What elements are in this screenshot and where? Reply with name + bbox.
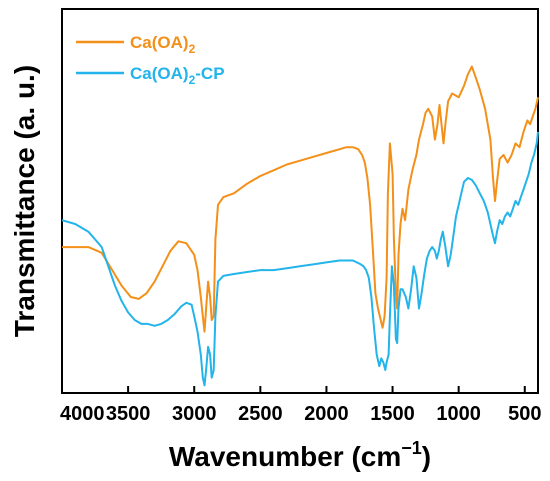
y-axis-label: Transmittance (a. u.): [9, 65, 40, 337]
plot-frame: [61, 8, 539, 394]
x-axis-label-main: Wavenumber (cm: [169, 441, 401, 472]
x-axis-label-tail: ): [422, 441, 431, 472]
legend-label-series-2-sub: 2: [189, 73, 196, 87]
legend-label-series-1-sub: 2: [189, 42, 196, 56]
legend-label-series-2-main: Ca(OA): [130, 64, 189, 83]
x-axis-label-sup: −1: [401, 438, 422, 458]
x-axis-ticks: 4000 3500 3000 2500 2000 1500 1000 500: [60, 386, 541, 425]
x-tick-label: 3500: [106, 403, 151, 425]
series-lines: [61, 65, 539, 387]
legend: Ca(OA)2 Ca(OA)2-CP: [76, 33, 225, 87]
series-line-1: [62, 65, 539, 333]
legend-label-series-1: Ca(OA)2: [130, 33, 196, 56]
x-tick-label: 4000: [60, 403, 105, 425]
x-tick-label: 3000: [172, 403, 217, 425]
legend-label-series-2: Ca(OA)2-CP: [130, 64, 225, 87]
x-axis-label: Wavenumber (cm−1): [169, 438, 431, 472]
x-tick-label: 2500: [238, 403, 283, 425]
legend-label-series-2-tail: -CP: [195, 64, 224, 83]
x-tick-label: 1500: [370, 403, 415, 425]
x-tick-label: 1000: [436, 403, 481, 425]
x-tick-label: 2000: [304, 403, 349, 425]
x-tick-label: 500: [508, 403, 541, 425]
legend-label-series-1-main: Ca(OA): [130, 33, 189, 52]
series-line-2: [61, 131, 539, 387]
